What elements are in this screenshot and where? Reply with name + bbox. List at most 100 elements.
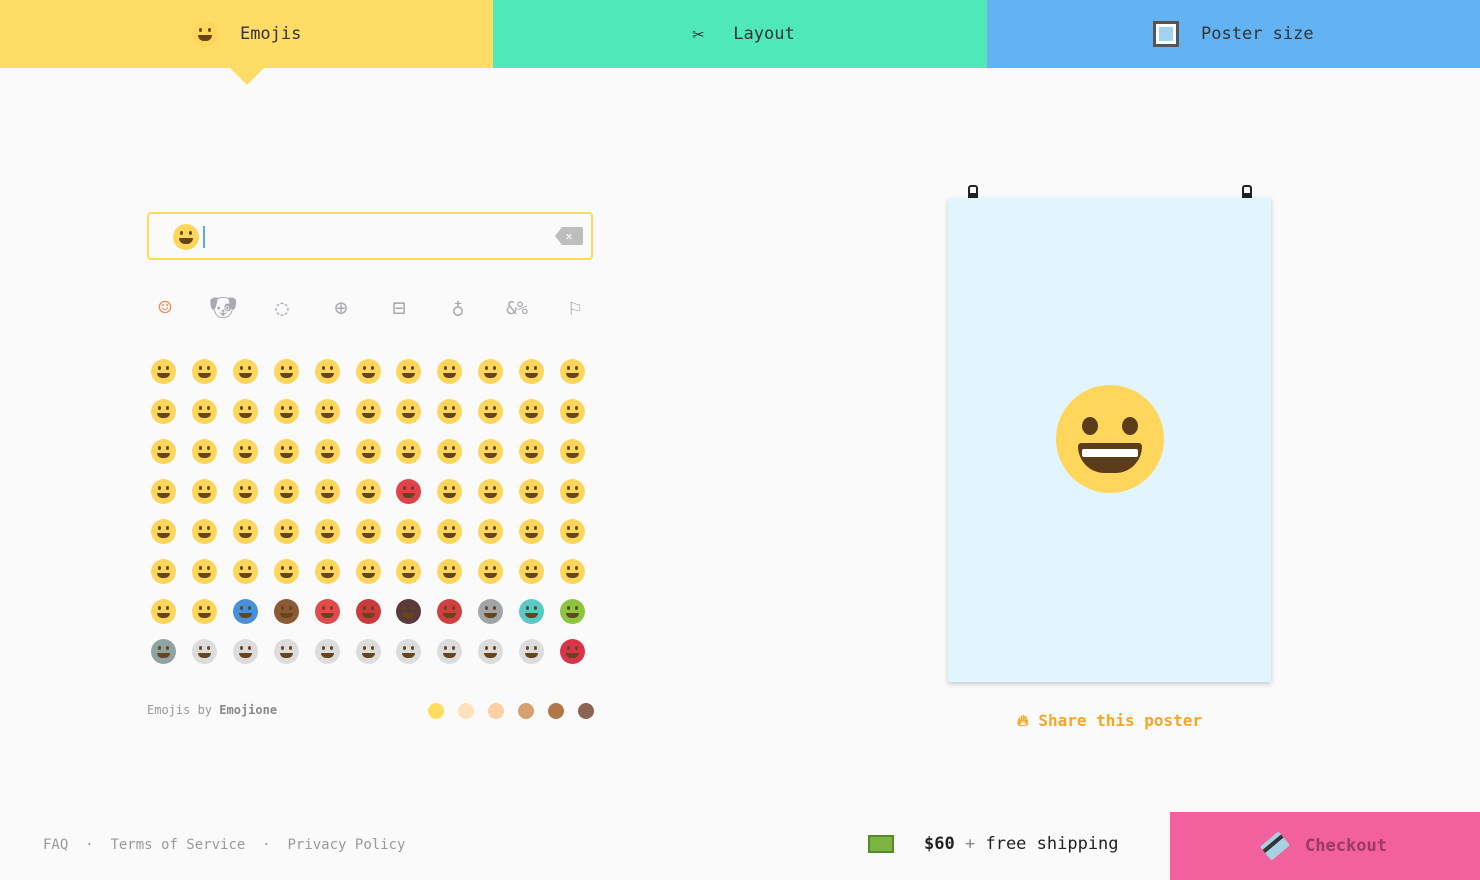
emoji-poop[interactable] <box>273 599 299 624</box>
emoji-nerd[interactable] <box>273 439 299 464</box>
emoji-kissing-cat[interactable] <box>396 639 422 664</box>
emoji-thinking[interactable] <box>191 479 217 504</box>
terms-link[interactable]: Terms of Service <box>110 837 246 853</box>
credit-brand[interactable]: Emojione <box>219 703 278 717</box>
basketball-category-icon[interactable]: ⊕ <box>334 296 348 321</box>
emoji-joy-cat[interactable] <box>273 639 299 664</box>
car-category-icon[interactable]: ⊟ <box>392 296 406 321</box>
emoji-angry[interactable] <box>355 479 381 504</box>
emoji-sob[interactable] <box>355 559 381 584</box>
emoji-grimacing[interactable] <box>191 359 217 384</box>
emoji-triumph[interactable] <box>314 519 340 544</box>
emoji-flushed[interactable] <box>232 479 258 504</box>
emoji-stuck-out-tongue-winking-eye[interactable] <box>560 399 585 424</box>
emoji-relieved[interactable] <box>314 399 340 424</box>
emoji-disappointed[interactable] <box>273 479 299 504</box>
emoji-japanese-goblin[interactable] <box>437 599 463 624</box>
emoji-slight-smile[interactable] <box>151 399 176 424</box>
emoji-smiling-imp[interactable] <box>314 599 340 624</box>
emoji-hushed[interactable] <box>519 519 545 544</box>
emoji-cry[interactable] <box>191 559 217 584</box>
emoji-sleepy[interactable] <box>273 559 299 584</box>
emoji-frowning2[interactable] <box>560 479 585 504</box>
emoji-kissing[interactable] <box>437 399 463 424</box>
emoji-expressionless[interactable] <box>519 439 545 464</box>
emoji-sleeping[interactable] <box>191 599 217 624</box>
emoji-disappointed-relieved[interactable] <box>232 559 258 584</box>
emoji-stuck-out-tongue-closed-eyes[interactable] <box>151 439 176 464</box>
emoji-blush[interactable] <box>560 359 585 384</box>
emoji-crying-cat[interactable] <box>478 639 504 664</box>
emoji-frowning[interactable] <box>560 519 585 544</box>
emoji-ghost[interactable] <box>519 599 545 624</box>
emoji-anguished[interactable] <box>151 559 176 584</box>
emoji-thermometer-face[interactable] <box>560 559 585 584</box>
emoji-smirk-cat[interactable] <box>355 639 381 664</box>
tab-emojis[interactable]: Emojis <box>0 0 494 68</box>
emoji-head-bandage[interactable] <box>151 599 176 624</box>
symbols-category-icon[interactable]: &% <box>506 298 528 319</box>
emoji-joy[interactable] <box>273 359 299 384</box>
skin-tone-6[interactable] <box>578 703 594 719</box>
emoji-neutral[interactable] <box>478 439 504 464</box>
flag-category-icon[interactable]: ⚐ <box>568 296 582 321</box>
emoji-sweat[interactable] <box>314 559 340 584</box>
emoji-worried[interactable] <box>314 479 340 504</box>
emoji-grin[interactable] <box>232 359 258 384</box>
dog-category-icon[interactable]: 🐶︎ <box>209 296 237 321</box>
emoji-wink[interactable] <box>519 359 545 384</box>
backspace-clear-icon[interactable]: ✕ <box>555 227 583 245</box>
skin-tone-5[interactable] <box>548 703 564 719</box>
emoji-persevere[interactable] <box>151 519 176 544</box>
smiley-category-icon[interactable]: ☺ <box>158 296 172 321</box>
emoji-alien[interactable] <box>560 599 585 624</box>
emoji-heart-eyes[interactable] <box>355 399 381 424</box>
skin-tone-2[interactable] <box>458 703 474 719</box>
skin-tone-1[interactable] <box>428 703 444 719</box>
emoji-fearful[interactable] <box>437 519 463 544</box>
emoji-confounded[interactable] <box>191 519 217 544</box>
emoji-astonished[interactable] <box>437 559 463 584</box>
emoji-skull[interactable] <box>478 599 504 624</box>
emoji-lips[interactable] <box>560 639 585 664</box>
emoji-stuck-out-tongue[interactable] <box>191 439 217 464</box>
emoji-zzz[interactable] <box>232 599 258 624</box>
emoji-slight-frown[interactable] <box>519 479 545 504</box>
emoji-money-mouth[interactable] <box>232 439 258 464</box>
emoji-imp[interactable] <box>355 599 381 624</box>
emoji-yum[interactable] <box>273 399 299 424</box>
emoji-tired-face[interactable] <box>232 519 258 544</box>
emoji-rage[interactable] <box>396 479 422 504</box>
emoji-no-mouth[interactable] <box>437 439 463 464</box>
apple-category-icon[interactable]: ◌ <box>275 296 289 321</box>
emoji-confused[interactable] <box>478 479 504 504</box>
emoji-open-mouth[interactable] <box>355 519 381 544</box>
emoji-sweat-smile[interactable] <box>396 359 422 384</box>
emoji-smile-cat[interactable] <box>232 639 258 664</box>
emoji-pouting-cat[interactable] <box>519 639 545 664</box>
emoji-heart-eyes-cat[interactable] <box>314 639 340 664</box>
emoji-pensive[interactable] <box>437 479 463 504</box>
emoji-upside-down[interactable] <box>191 399 217 424</box>
emoji-laughing[interactable] <box>437 359 463 384</box>
emoji-zipper-mouth[interactable] <box>478 559 504 584</box>
emoji-relaxed[interactable] <box>232 399 258 424</box>
emoji-kissing-heart[interactable] <box>396 399 422 424</box>
emoji-robot[interactable] <box>151 639 176 664</box>
emoji-dizzy-face[interactable] <box>396 559 422 584</box>
emoji-weary[interactable] <box>273 519 299 544</box>
emoji-unamused[interactable] <box>560 439 585 464</box>
emoji-japanese-ogre[interactable] <box>396 599 422 624</box>
emoji-smirk[interactable] <box>396 439 422 464</box>
emoji-kissing-closed-eyes[interactable] <box>519 399 545 424</box>
emoji-hugging[interactable] <box>355 439 381 464</box>
emoji-smiley[interactable] <box>314 359 340 384</box>
privacy-link[interactable]: Privacy Policy <box>287 837 406 853</box>
skin-tone-4[interactable] <box>518 703 534 719</box>
emoji-sunglasses[interactable] <box>314 439 340 464</box>
emoji-input[interactable]: ✕ <box>147 212 593 260</box>
emoji-grinning[interactable] <box>151 359 176 384</box>
tab-poster-size[interactable]: Poster size <box>986 0 1480 68</box>
emoji-innocent[interactable] <box>478 359 504 384</box>
checkout-button[interactable]: Checkout <box>1170 812 1480 880</box>
